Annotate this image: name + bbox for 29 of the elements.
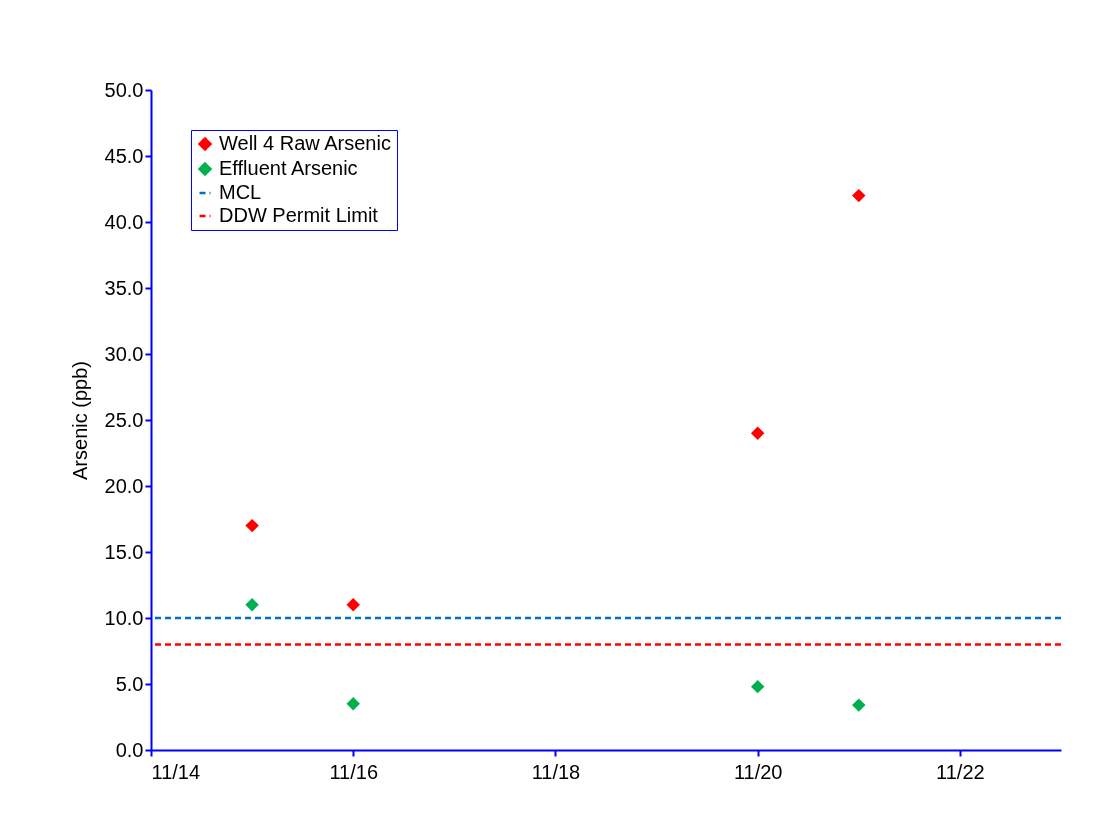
x-tick-label: 11/14 xyxy=(151,760,201,783)
y-tick-label: 20.0 xyxy=(104,474,144,497)
y-tick-label: 15.0 xyxy=(104,540,144,563)
x-tick-label: 11/22 xyxy=(936,760,985,783)
legend-label: Well 4 Raw Arsenic xyxy=(219,132,391,154)
y-tick-label: 50.0 xyxy=(104,78,144,101)
x-tick-label: 11/16 xyxy=(329,760,379,783)
y-axis-title: Arsenic (ppb) xyxy=(68,361,91,480)
y-tick-label: 35.0 xyxy=(104,276,144,299)
point xyxy=(245,518,259,533)
x-tick-label: 11/18 xyxy=(531,760,581,783)
point xyxy=(245,598,259,612)
y-tick-label: 25.0 xyxy=(104,408,144,431)
x-tick-label: 11/20 xyxy=(733,760,783,783)
y-tick-label: 10.0 xyxy=(104,606,144,629)
y-tick-label: 45.0 xyxy=(104,144,144,167)
y-tick-label: 40.0 xyxy=(104,210,144,233)
y-tick-label: 5.0 xyxy=(115,672,144,695)
point xyxy=(346,697,360,711)
legend-label: Effluent Arsenic xyxy=(219,157,358,179)
y-tick-label: 30.0 xyxy=(104,342,144,365)
legend-label: DDW Permit Limit xyxy=(219,204,379,226)
legend-label: MCL xyxy=(219,181,262,203)
point xyxy=(852,188,866,203)
point xyxy=(750,679,765,694)
y-tick-label: 0.0 xyxy=(115,738,144,761)
point xyxy=(750,426,765,440)
point xyxy=(346,598,360,612)
point xyxy=(852,698,866,712)
